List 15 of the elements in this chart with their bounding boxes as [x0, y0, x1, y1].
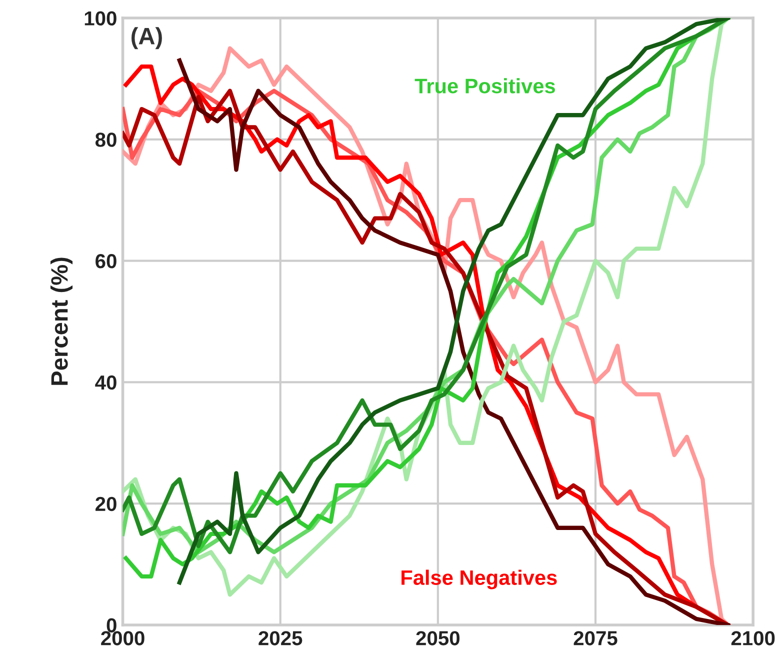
y-tick-label: 0 [106, 618, 116, 632]
x-tick-label: 2100 [731, 631, 775, 646]
annotation: (A) [132, 27, 162, 50]
x-tick-label: 2075 [574, 631, 618, 646]
y-tick-label: 100 [84, 11, 116, 26]
y-axis-title: Percent (%) [50, 258, 73, 385]
x-tick-label: 2025 [258, 631, 302, 646]
y-tick-label: 60 [96, 254, 116, 268]
x-tick-label: 2000 [101, 631, 144, 646]
annotation: False Negatives [402, 570, 557, 590]
y-tick-label: 20 [96, 496, 116, 512]
y-tick-label: 40 [95, 375, 116, 390]
y-tick-label: 80 [95, 132, 116, 147]
x-tick-label: 2050 [416, 631, 460, 646]
annotation: True Positives [414, 78, 555, 94]
